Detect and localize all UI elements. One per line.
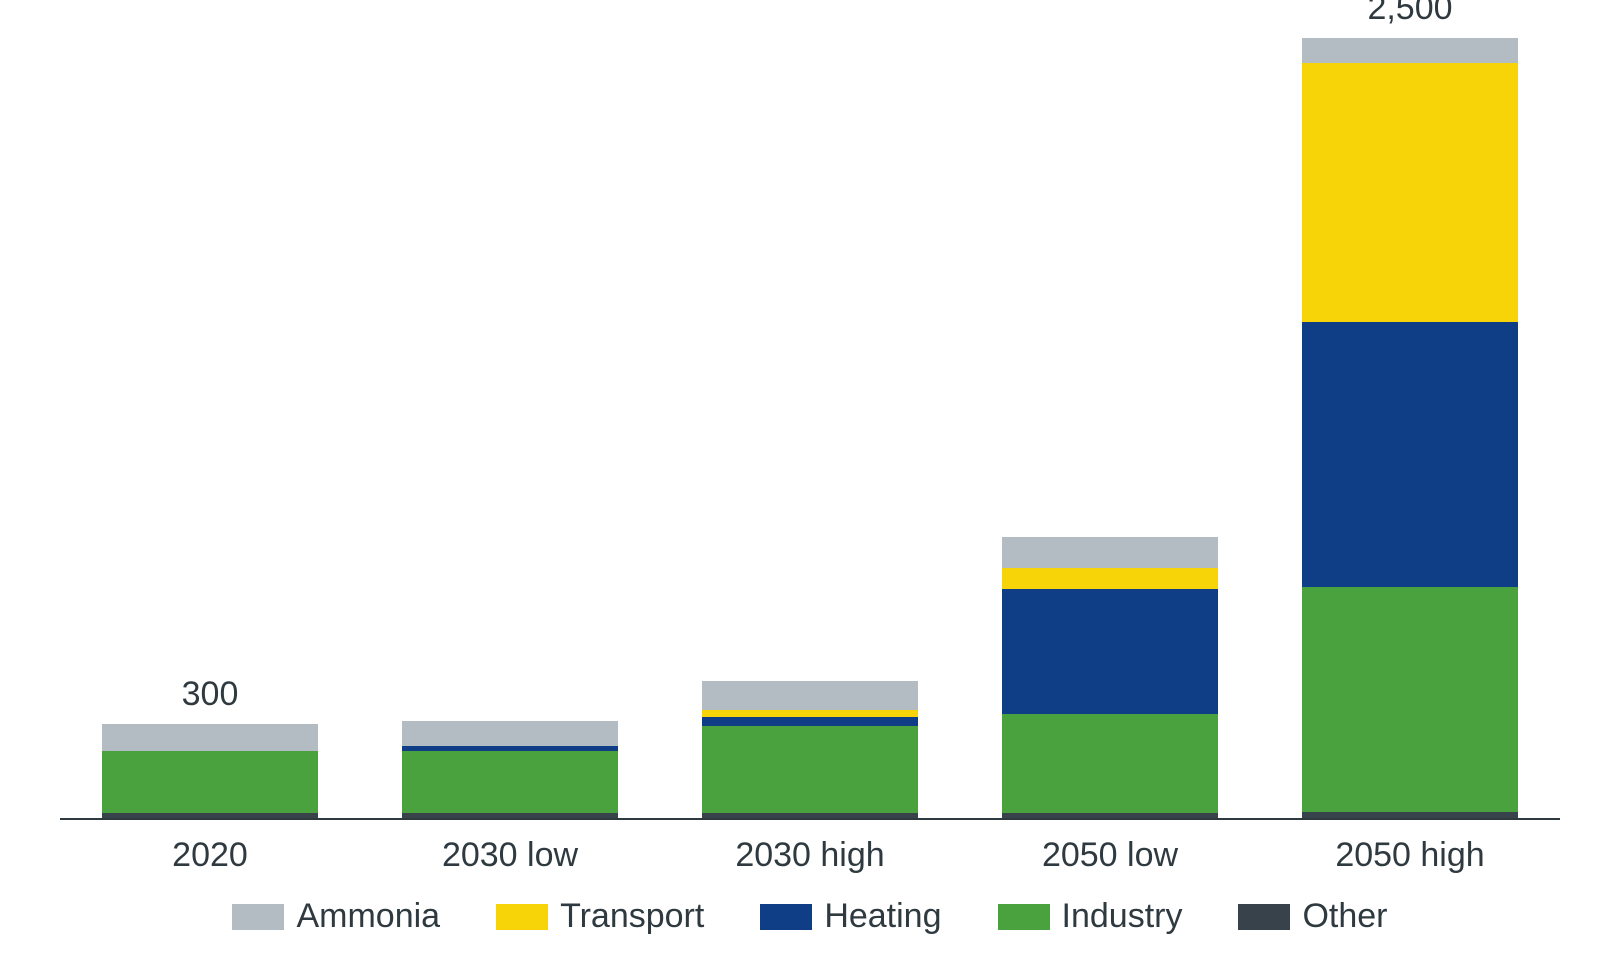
segment-heating [1002, 589, 1218, 714]
x-axis-label: 2050 high [1260, 836, 1560, 875]
legend-label: Industry [1062, 897, 1183, 936]
bar-value-label: 300 [182, 675, 239, 714]
legend-item-ammonia: Ammonia [232, 897, 440, 936]
legend: Ammonia Transport Heating Industry Other [60, 897, 1560, 936]
segment-ammonia [402, 721, 618, 746]
segment-industry [702, 726, 918, 813]
bar-slot [360, 40, 660, 818]
segment-other [1002, 813, 1218, 818]
legend-item-industry: Industry [998, 897, 1183, 936]
segment-heating [1302, 322, 1518, 587]
bar [1002, 537, 1218, 818]
bar-slot: 300 [60, 40, 360, 818]
plot-area: 300 2,500 [60, 40, 1560, 820]
bar-slot [660, 40, 960, 818]
legend-swatch [496, 904, 548, 930]
legend-swatch [760, 904, 812, 930]
segment-ammonia [1302, 38, 1518, 63]
legend-item-other: Other [1238, 897, 1387, 936]
segment-heating [702, 717, 918, 726]
x-axis-label: 2030 low [360, 836, 660, 875]
segment-industry [402, 751, 618, 813]
segment-other [102, 813, 318, 818]
x-axis-label: 2030 high [660, 836, 960, 875]
bar [702, 681, 918, 818]
x-axis-labels: 20202030 low2030 high2050 low2050 high [60, 836, 1560, 875]
x-axis-label: 2050 low [960, 836, 1260, 875]
legend-label: Transport [560, 897, 704, 936]
bar-slot [960, 40, 1260, 818]
legend-swatch [998, 904, 1050, 930]
segment-industry [102, 751, 318, 813]
segment-industry [1302, 587, 1518, 812]
segment-ammonia [102, 724, 318, 751]
segment-ammonia [702, 681, 918, 711]
segment-transport [1002, 568, 1218, 588]
legend-label: Other [1302, 897, 1387, 936]
stacked-bar-chart: 300 2,500 20202030 low2030 high2050 low20… [0, 0, 1620, 957]
segment-transport [1302, 63, 1518, 322]
segment-other [1302, 812, 1518, 818]
segment-other [702, 813, 918, 818]
legend-item-transport: Transport [496, 897, 704, 936]
segment-industry [1002, 714, 1218, 814]
bar [402, 721, 618, 818]
bar [1302, 38, 1518, 818]
segment-other [402, 813, 618, 818]
bar-slot: 2,500 [1260, 40, 1560, 818]
bar-value-label: 2,500 [1367, 0, 1452, 28]
legend-label: Heating [824, 897, 941, 936]
bar [102, 724, 318, 818]
segment-ammonia [1002, 537, 1218, 568]
legend-swatch [232, 904, 284, 930]
legend-swatch [1238, 904, 1290, 930]
x-axis-label: 2020 [60, 836, 360, 875]
legend-item-heating: Heating [760, 897, 941, 936]
legend-label: Ammonia [296, 897, 440, 936]
